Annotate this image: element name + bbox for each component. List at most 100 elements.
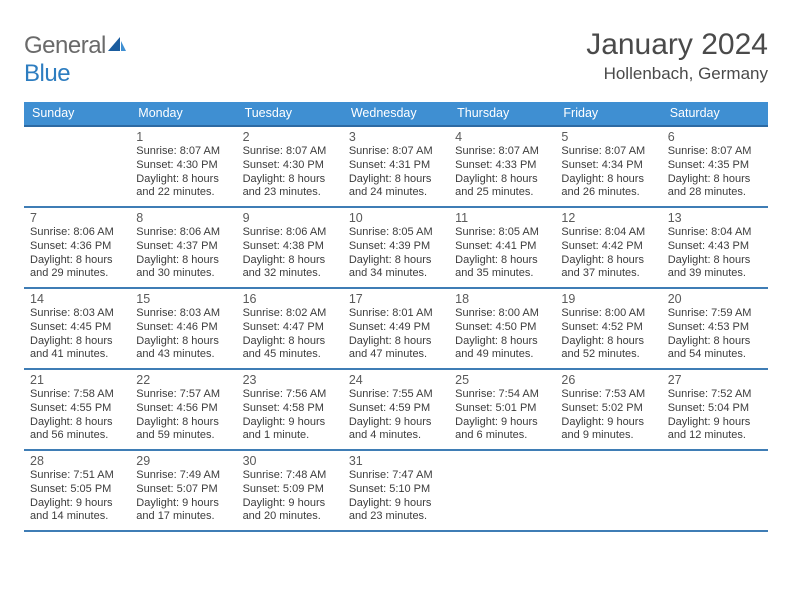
sunset-line: Sunset: 4:35 PM <box>668 159 762 173</box>
calendar-cell: 30Sunrise: 7:48 AMSunset: 5:09 PMDayligh… <box>237 451 343 530</box>
logo: GeneralBlue <box>24 28 128 88</box>
sunrise-line: Sunrise: 8:00 AM <box>455 307 549 321</box>
daylight-line: Daylight: 8 hours and 34 minutes. <box>349 254 443 282</box>
sunrise-line: Sunrise: 7:55 AM <box>349 388 443 402</box>
day-number: 12 <box>561 211 655 225</box>
day-number: 14 <box>30 292 124 306</box>
calendar-cell <box>662 451 768 530</box>
day-number: 25 <box>455 373 549 387</box>
sunrise-line: Sunrise: 7:57 AM <box>136 388 230 402</box>
calendar-cell: 9Sunrise: 8:06 AMSunset: 4:38 PMDaylight… <box>237 208 343 287</box>
day-number: 7 <box>30 211 124 225</box>
daylight-line: Daylight: 8 hours and 43 minutes. <box>136 335 230 363</box>
sunrise-line: Sunrise: 8:07 AM <box>349 145 443 159</box>
calendar-header-row: Sunday Monday Tuesday Wednesday Thursday… <box>24 102 768 127</box>
sunset-line: Sunset: 5:01 PM <box>455 402 549 416</box>
col-monday: Monday <box>130 102 236 125</box>
logo-sail-icon <box>106 32 128 50</box>
calendar-body: 1Sunrise: 8:07 AMSunset: 4:30 PMDaylight… <box>24 127 768 532</box>
day-number: 21 <box>30 373 124 387</box>
calendar-cell: 8Sunrise: 8:06 AMSunset: 4:37 PMDaylight… <box>130 208 236 287</box>
col-tuesday: Tuesday <box>237 102 343 125</box>
daylight-line: Daylight: 8 hours and 52 minutes. <box>561 335 655 363</box>
calendar-cell: 20Sunrise: 7:59 AMSunset: 4:53 PMDayligh… <box>662 289 768 368</box>
calendar-cell: 10Sunrise: 8:05 AMSunset: 4:39 PMDayligh… <box>343 208 449 287</box>
day-number: 13 <box>668 211 762 225</box>
daylight-line: Daylight: 8 hours and 45 minutes. <box>243 335 337 363</box>
calendar-cell: 24Sunrise: 7:55 AMSunset: 4:59 PMDayligh… <box>343 370 449 449</box>
calendar-week: 28Sunrise: 7:51 AMSunset: 5:05 PMDayligh… <box>24 451 768 532</box>
sunset-line: Sunset: 5:02 PM <box>561 402 655 416</box>
sunrise-line: Sunrise: 7:51 AM <box>30 469 124 483</box>
sunset-line: Sunset: 4:39 PM <box>349 240 443 254</box>
sunrise-line: Sunrise: 8:07 AM <box>243 145 337 159</box>
day-number: 17 <box>349 292 443 306</box>
day-number: 28 <box>30 454 124 468</box>
daylight-line: Daylight: 9 hours and 4 minutes. <box>349 416 443 444</box>
daylight-line: Daylight: 8 hours and 28 minutes. <box>668 173 762 201</box>
daylight-line: Daylight: 9 hours and 1 minute. <box>243 416 337 444</box>
calendar-cell: 14Sunrise: 8:03 AMSunset: 4:45 PMDayligh… <box>24 289 130 368</box>
sunset-line: Sunset: 4:45 PM <box>30 321 124 335</box>
day-number: 22 <box>136 373 230 387</box>
sunset-line: Sunset: 4:33 PM <box>455 159 549 173</box>
day-number: 3 <box>349 130 443 144</box>
logo-word1: General <box>24 32 106 59</box>
calendar-cell: 6Sunrise: 8:07 AMSunset: 4:35 PMDaylight… <box>662 127 768 206</box>
calendar-cell: 18Sunrise: 8:00 AMSunset: 4:50 PMDayligh… <box>449 289 555 368</box>
day-number: 27 <box>668 373 762 387</box>
sunrise-line: Sunrise: 7:54 AM <box>455 388 549 402</box>
sunrise-line: Sunrise: 8:07 AM <box>136 145 230 159</box>
daylight-line: Daylight: 9 hours and 17 minutes. <box>136 497 230 525</box>
logo-word2: Blue <box>24 60 70 87</box>
calendar-cell: 16Sunrise: 8:02 AMSunset: 4:47 PMDayligh… <box>237 289 343 368</box>
calendar-cell: 4Sunrise: 8:07 AMSunset: 4:33 PMDaylight… <box>449 127 555 206</box>
daylight-line: Daylight: 9 hours and 14 minutes. <box>30 497 124 525</box>
daylight-line: Daylight: 8 hours and 23 minutes. <box>243 173 337 201</box>
month-title: January 2024 <box>586 28 768 62</box>
sunset-line: Sunset: 4:47 PM <box>243 321 337 335</box>
sunrise-line: Sunrise: 7:53 AM <box>561 388 655 402</box>
sunset-line: Sunset: 4:31 PM <box>349 159 443 173</box>
day-number: 24 <box>349 373 443 387</box>
day-number: 4 <box>455 130 549 144</box>
calendar-cell: 11Sunrise: 8:05 AMSunset: 4:41 PMDayligh… <box>449 208 555 287</box>
sunrise-line: Sunrise: 8:03 AM <box>30 307 124 321</box>
sunset-line: Sunset: 4:38 PM <box>243 240 337 254</box>
calendar-cell: 1Sunrise: 8:07 AMSunset: 4:30 PMDaylight… <box>130 127 236 206</box>
sunrise-line: Sunrise: 8:05 AM <box>349 226 443 240</box>
calendar-cell: 19Sunrise: 8:00 AMSunset: 4:52 PMDayligh… <box>555 289 661 368</box>
sunrise-line: Sunrise: 8:05 AM <box>455 226 549 240</box>
sunrise-line: Sunrise: 8:06 AM <box>136 226 230 240</box>
calendar-cell <box>24 127 130 206</box>
day-number: 30 <box>243 454 337 468</box>
calendar-cell: 25Sunrise: 7:54 AMSunset: 5:01 PMDayligh… <box>449 370 555 449</box>
calendar-cell: 28Sunrise: 7:51 AMSunset: 5:05 PMDayligh… <box>24 451 130 530</box>
sunrise-line: Sunrise: 8:06 AM <box>243 226 337 240</box>
calendar-cell <box>555 451 661 530</box>
sunset-line: Sunset: 4:52 PM <box>561 321 655 335</box>
daylight-line: Daylight: 8 hours and 56 minutes. <box>30 416 124 444</box>
day-number: 8 <box>136 211 230 225</box>
calendar-cell: 31Sunrise: 7:47 AMSunset: 5:10 PMDayligh… <box>343 451 449 530</box>
sunrise-line: Sunrise: 8:04 AM <box>668 226 762 240</box>
header: GeneralBlue January 2024 Hollenbach, Ger… <box>24 28 768 88</box>
calendar-cell: 29Sunrise: 7:49 AMSunset: 5:07 PMDayligh… <box>130 451 236 530</box>
calendar-cell: 17Sunrise: 8:01 AMSunset: 4:49 PMDayligh… <box>343 289 449 368</box>
daylight-line: Daylight: 9 hours and 23 minutes. <box>349 497 443 525</box>
calendar-cell: 26Sunrise: 7:53 AMSunset: 5:02 PMDayligh… <box>555 370 661 449</box>
calendar-cell: 2Sunrise: 8:07 AMSunset: 4:30 PMDaylight… <box>237 127 343 206</box>
day-number: 5 <box>561 130 655 144</box>
daylight-line: Daylight: 8 hours and 54 minutes. <box>668 335 762 363</box>
sunrise-line: Sunrise: 7:52 AM <box>668 388 762 402</box>
day-number: 29 <box>136 454 230 468</box>
calendar-week: 14Sunrise: 8:03 AMSunset: 4:45 PM Dayligh… <box>24 289 768 370</box>
daylight-line: Daylight: 8 hours and 49 minutes. <box>455 335 549 363</box>
daylight-line: Daylight: 8 hours and 30 minutes. <box>136 254 230 282</box>
sunset-line: Sunset: 4:58 PM <box>243 402 337 416</box>
day-number: 10 <box>349 211 443 225</box>
sunrise-line: Sunrise: 7:58 AM <box>30 388 124 402</box>
calendar-week: 21Sunrise: 7:58 AMSunset: 4:55 PMDayligh… <box>24 370 768 451</box>
title-block: January 2024 Hollenbach, Germany <box>586 28 768 84</box>
daylight-line: Daylight: 8 hours and 26 minutes. <box>561 173 655 201</box>
